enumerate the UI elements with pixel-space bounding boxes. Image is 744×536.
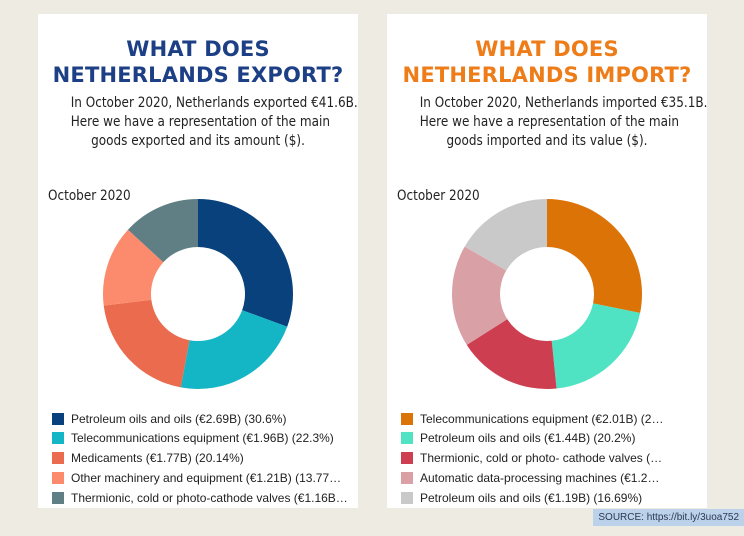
export-donut-chart xyxy=(103,199,293,389)
legend-label: Telecommunications equipment (€1.96B) (2… xyxy=(71,431,334,446)
legend-swatch xyxy=(52,491,64,504)
donut-slice xyxy=(103,299,190,388)
legend-item: Thermionic, cold or photo- cathode valve… xyxy=(401,449,663,468)
legend-swatch xyxy=(52,452,64,465)
donut-slice xyxy=(466,319,557,389)
import-panel: WHAT DOES NETHERLANDS IMPORT? In October… xyxy=(387,14,707,508)
export-legend: Petroleum oils and oils (€2.69B) (30.6%)… xyxy=(52,409,348,508)
export-title: WHAT DOES NETHERLANDS EXPORT? xyxy=(38,36,358,88)
import-legend: Telecommunications equipment (€2.01B) (2… xyxy=(401,409,663,508)
legend-swatch xyxy=(401,452,413,465)
legend-label: Petroleum oils and oils (€1.44B) (20.2%) xyxy=(420,431,636,446)
legend-swatch xyxy=(401,412,413,425)
donut-slice xyxy=(180,310,288,389)
legend-label: Thermionic, cold or photo-cathode valves… xyxy=(71,490,348,505)
donut-slice xyxy=(198,199,293,327)
legend-item: Medicaments (€1.77B) (20.14%) xyxy=(52,449,348,468)
legend-label: Medicaments (€1.77B) (20.14%) xyxy=(71,451,244,466)
import-description-line: goods imported and its value ($). xyxy=(446,133,648,149)
import-title-line: WHAT DOES xyxy=(475,37,619,61)
export-title-line: WHAT DOES xyxy=(126,37,270,61)
legend-label: Automatic data-processing machines (€1.2… xyxy=(420,470,660,485)
legend-swatch xyxy=(52,471,64,484)
donut-slice xyxy=(547,199,642,313)
legend-swatch xyxy=(52,412,64,425)
import-description-line: Here we have a representation of the mai… xyxy=(419,114,679,130)
legend-label: Petroleum oils and oils (€1.19B) (16.69%… xyxy=(420,490,643,505)
import-donut-chart xyxy=(452,199,642,389)
legend-item: Petroleum oils and oils (€2.69B) (30.6%) xyxy=(52,409,348,428)
donut-slice xyxy=(452,246,508,345)
import-description: In October 2020, Netherlands imported €3… xyxy=(419,94,708,151)
import-title-line: NETHERLANDS IMPORT? xyxy=(402,63,692,87)
legend-item: Automatic data-processing machines (€1.2… xyxy=(401,468,663,487)
donut-slice xyxy=(127,199,198,263)
legend-label: Petroleum oils and oils (€2.69B) (30.6%) xyxy=(71,411,287,426)
export-panel: WHAT DOES NETHERLANDS EXPORT? In October… xyxy=(38,14,358,508)
legend-swatch xyxy=(52,432,64,445)
legend-label: Thermionic, cold or photo- cathode valve… xyxy=(420,451,663,466)
export-period-label: October 2020 xyxy=(48,188,131,204)
export-title-line: NETHERLANDS EXPORT? xyxy=(52,63,344,87)
legend-item: Telecommunications equipment (€2.01B) (2… xyxy=(401,409,663,428)
legend-label: Other machinery and equipment (€1.21B) (… xyxy=(71,470,342,485)
legend-label: Telecommunications equipment (€2.01B) (2… xyxy=(420,411,664,426)
legend-item: Thermionic, cold or photo-cathode valves… xyxy=(52,488,348,507)
import-period-label: October 2020 xyxy=(397,188,480,204)
legend-item: Petroleum oils and oils (€1.19B) (16.69%… xyxy=(401,488,663,507)
donut-slice xyxy=(103,229,164,306)
legend-item: Petroleum oils and oils (€1.44B) (20.2%) xyxy=(401,429,663,448)
legend-swatch xyxy=(401,432,413,445)
legend-item: Other machinery and equipment (€1.21B) (… xyxy=(52,468,348,487)
donut-slice xyxy=(464,199,547,271)
legend-item: Telecommunications equipment (€1.96B) (2… xyxy=(52,429,348,448)
legend-swatch xyxy=(401,491,413,504)
source-link[interactable]: SOURCE: https://bit.ly/3uoa752 xyxy=(593,509,744,526)
donut-slice xyxy=(551,303,641,389)
import-title: WHAT DOES NETHERLANDS IMPORT? xyxy=(387,36,707,88)
export-description-line: goods exported and its amount ($). xyxy=(91,133,305,149)
export-description-line: Here we have a representation of the mai… xyxy=(70,114,330,130)
legend-swatch xyxy=(401,471,413,484)
export-description: In October 2020, Netherlands exported €4… xyxy=(70,94,358,151)
import-description-line: In October 2020, Netherlands imported €3… xyxy=(419,95,708,111)
export-description-line: In October 2020, Netherlands exported €4… xyxy=(70,95,358,111)
